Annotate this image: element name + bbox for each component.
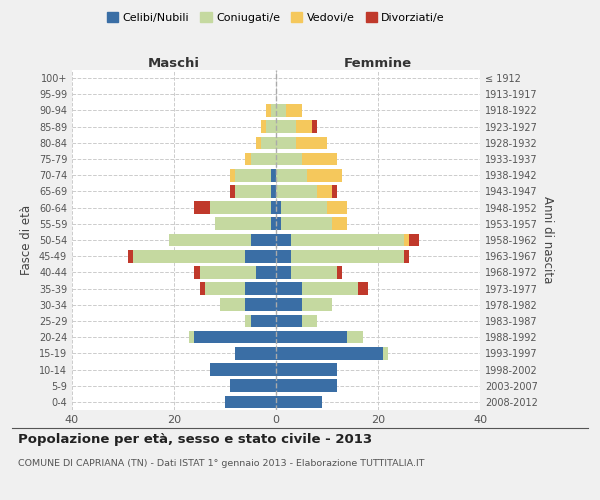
Bar: [230, 185, 235, 198]
Bar: [271, 218, 276, 230]
Bar: [276, 347, 383, 360]
Bar: [276, 282, 302, 295]
Bar: [235, 169, 271, 181]
Bar: [332, 218, 347, 230]
Bar: [128, 250, 133, 262]
Bar: [251, 152, 276, 166]
Bar: [266, 120, 276, 133]
Bar: [276, 363, 337, 376]
Bar: [271, 104, 276, 117]
Bar: [256, 136, 260, 149]
Bar: [276, 218, 281, 230]
Bar: [245, 314, 251, 328]
Text: Popolazione per età, sesso e stato civile - 2013: Popolazione per età, sesso e stato civil…: [18, 432, 372, 446]
Y-axis label: Anni di nascita: Anni di nascita: [541, 196, 554, 284]
Bar: [260, 120, 266, 133]
Y-axis label: Fasce di età: Fasce di età: [20, 205, 33, 275]
Bar: [276, 104, 286, 117]
Bar: [276, 331, 347, 344]
Bar: [225, 396, 276, 408]
Bar: [332, 185, 337, 198]
Bar: [190, 331, 194, 344]
Bar: [281, 202, 327, 214]
Bar: [281, 218, 332, 230]
Bar: [302, 152, 337, 166]
Bar: [256, 266, 276, 278]
Bar: [383, 347, 388, 360]
Bar: [276, 136, 296, 149]
Bar: [230, 169, 235, 181]
Bar: [404, 234, 409, 246]
Bar: [235, 185, 271, 198]
Bar: [286, 104, 302, 117]
Bar: [194, 331, 276, 344]
Text: Femmine: Femmine: [344, 57, 412, 70]
Bar: [347, 331, 362, 344]
Bar: [404, 250, 409, 262]
Bar: [337, 266, 342, 278]
Bar: [358, 282, 368, 295]
Bar: [245, 282, 276, 295]
Bar: [194, 266, 199, 278]
Bar: [312, 120, 317, 133]
Text: COMUNE DI CAPRIANA (TN) - Dati ISTAT 1° gennaio 2013 - Elaborazione TUTTITALIA.I: COMUNE DI CAPRIANA (TN) - Dati ISTAT 1° …: [18, 459, 425, 468]
Bar: [276, 120, 296, 133]
Bar: [271, 202, 276, 214]
Bar: [296, 136, 327, 149]
Bar: [302, 282, 358, 295]
Bar: [266, 104, 271, 117]
Bar: [210, 202, 271, 214]
Bar: [220, 298, 245, 311]
Bar: [296, 120, 312, 133]
Bar: [169, 234, 251, 246]
Bar: [271, 185, 276, 198]
Bar: [276, 169, 307, 181]
Bar: [292, 266, 337, 278]
Bar: [245, 250, 276, 262]
Bar: [245, 152, 251, 166]
Bar: [133, 250, 245, 262]
Bar: [210, 363, 276, 376]
Bar: [276, 380, 337, 392]
Bar: [251, 234, 276, 246]
Bar: [276, 152, 302, 166]
Bar: [276, 396, 322, 408]
Bar: [199, 282, 205, 295]
Bar: [276, 298, 302, 311]
Bar: [245, 298, 276, 311]
Bar: [276, 314, 302, 328]
Bar: [230, 380, 276, 392]
Bar: [292, 234, 404, 246]
Bar: [276, 202, 281, 214]
Bar: [302, 298, 332, 311]
Bar: [276, 185, 317, 198]
Bar: [327, 202, 347, 214]
Bar: [235, 347, 276, 360]
Bar: [276, 250, 292, 262]
Bar: [194, 202, 210, 214]
Bar: [307, 169, 342, 181]
Bar: [260, 136, 276, 149]
Legend: Celibi/Nubili, Coniugati/e, Vedovi/e, Divorziati/e: Celibi/Nubili, Coniugati/e, Vedovi/e, Di…: [103, 8, 449, 28]
Bar: [302, 314, 317, 328]
Text: Maschi: Maschi: [148, 57, 200, 70]
Bar: [205, 282, 245, 295]
Bar: [317, 185, 332, 198]
Bar: [271, 169, 276, 181]
Bar: [292, 250, 404, 262]
Bar: [276, 266, 292, 278]
Bar: [251, 314, 276, 328]
Bar: [276, 234, 292, 246]
Bar: [199, 266, 256, 278]
Bar: [409, 234, 419, 246]
Bar: [215, 218, 271, 230]
